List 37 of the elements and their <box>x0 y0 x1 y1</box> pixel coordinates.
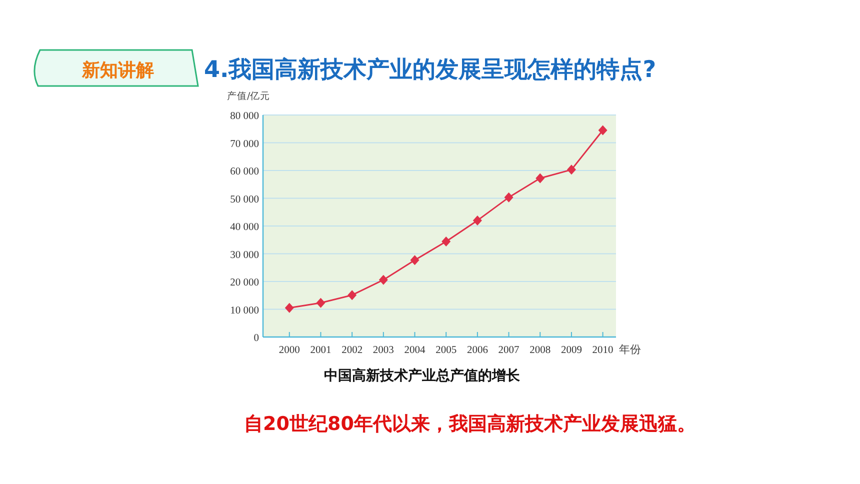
x-axis-title: 年份 <box>618 343 641 356</box>
point <box>348 290 357 300</box>
x-tick-label: 2005 <box>436 345 457 356</box>
y-tick-label: 0 <box>254 333 259 344</box>
y-tick-label: 70 000 <box>230 138 259 150</box>
y-tick-label: 40 000 <box>230 222 259 233</box>
x-tick-label: 2006 <box>466 345 488 356</box>
text: 自20世纪80年代以来，我国高新技术产业发展迅猛。 <box>244 413 696 435</box>
point <box>442 236 451 247</box>
y-tick-label: 60 000 <box>230 166 259 178</box>
y-tick-label: 50 000 <box>230 194 259 206</box>
chart-title: 4.我国高新技术产业的发展呈现怎样的特点? <box>204 56 656 83</box>
y-tick-label: 80 000 <box>230 111 259 122</box>
x-tick-label: 2004 <box>404 345 426 356</box>
point <box>316 298 326 308</box>
point <box>598 125 608 136</box>
text: 中国高新技术产业总产值的增长 <box>324 367 521 384</box>
point <box>504 192 514 202</box>
x-tick-label: 2007 <box>498 345 520 356</box>
y-tick-label: 10 000 <box>230 305 259 316</box>
y-tick-label: 20 000 <box>230 278 259 288</box>
y-tick-label: 30 000 <box>230 250 259 261</box>
x-tick-label: 2001 <box>310 345 332 356</box>
point <box>472 215 482 226</box>
y-axis-title: 产值/亿元 <box>227 90 270 102</box>
point <box>566 164 576 175</box>
x-tick-label: 2010 <box>592 345 614 356</box>
x-tick-label: 2000 <box>278 345 300 356</box>
x-tick-label: 2009 <box>560 345 582 356</box>
badge: 新知讲解 <box>34 49 199 87</box>
x-tick-label: 2002 <box>342 345 363 356</box>
point <box>410 255 420 266</box>
x-tick-label: 2003 <box>372 345 394 356</box>
point <box>284 302 294 313</box>
point <box>536 173 545 184</box>
point <box>378 274 388 285</box>
x-tick-label: 2008 <box>530 345 551 356</box>
